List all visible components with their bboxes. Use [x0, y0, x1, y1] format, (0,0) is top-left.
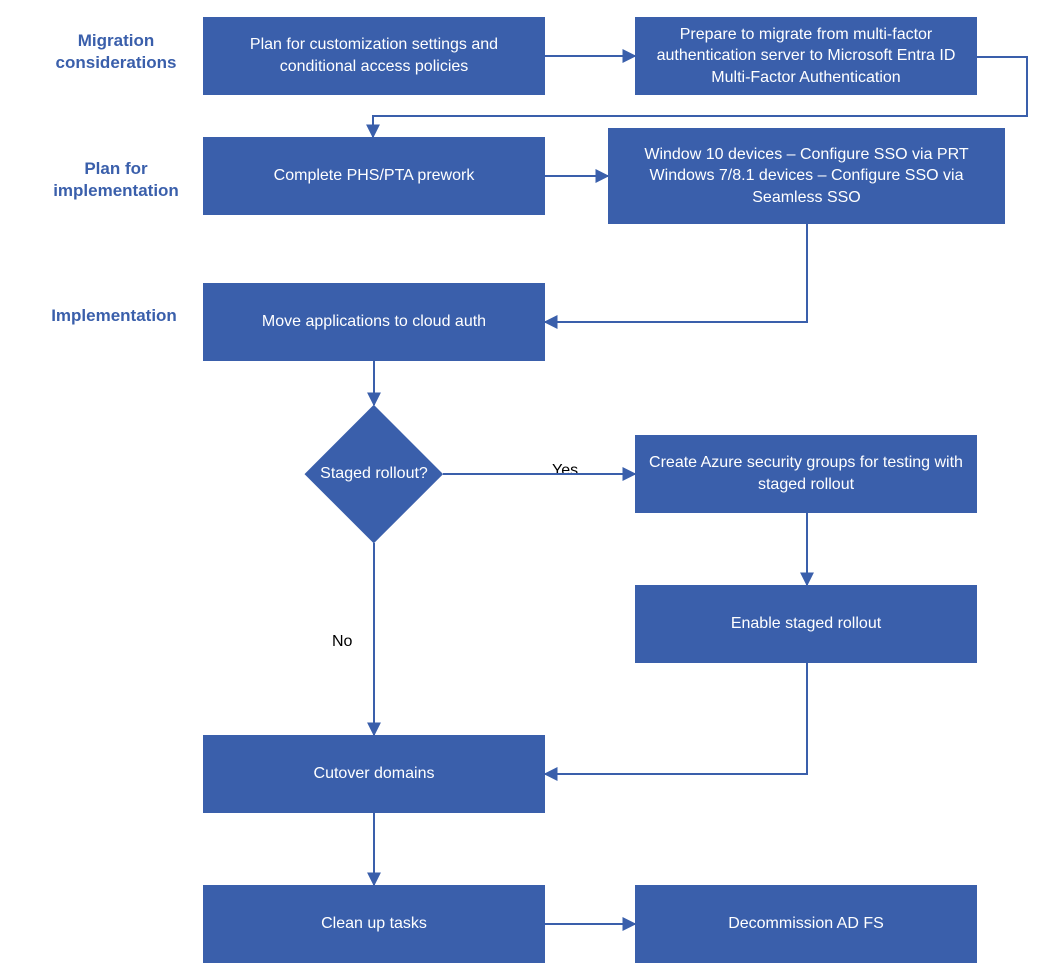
node-decommission-adfs: Decommission AD FS	[635, 885, 977, 963]
node-move-apps-cloud: Move applications to cloud auth	[203, 283, 545, 361]
section-label-implementation: Implementation	[34, 305, 194, 327]
edge-label-yes: Yes	[552, 462, 578, 480]
section-label-migration: Migration considerations	[46, 30, 186, 74]
diamond-label: Staged rollout?	[305, 405, 443, 543]
edge-label-no: No	[332, 633, 352, 651]
node-complete-phs-pta: Complete PHS/PTA prework	[203, 137, 545, 215]
node-cutover-domains: Cutover domains	[203, 735, 545, 813]
node-staged-rollout-decision: Staged rollout?	[305, 405, 443, 543]
node-configure-sso: Window 10 devices – Configure SSO via PR…	[608, 128, 1005, 224]
node-plan-customization: Plan for customization settings and cond…	[203, 17, 545, 95]
node-prepare-migrate-mfa: Prepare to migrate from multi-factor aut…	[635, 17, 977, 95]
node-enable-staged-rollout: Enable staged rollout	[635, 585, 977, 663]
section-label-plan: Plan for implementation	[36, 158, 196, 202]
node-clean-up-tasks: Clean up tasks	[203, 885, 545, 963]
node-create-security-groups: Create Azure security groups for testing…	[635, 435, 977, 513]
